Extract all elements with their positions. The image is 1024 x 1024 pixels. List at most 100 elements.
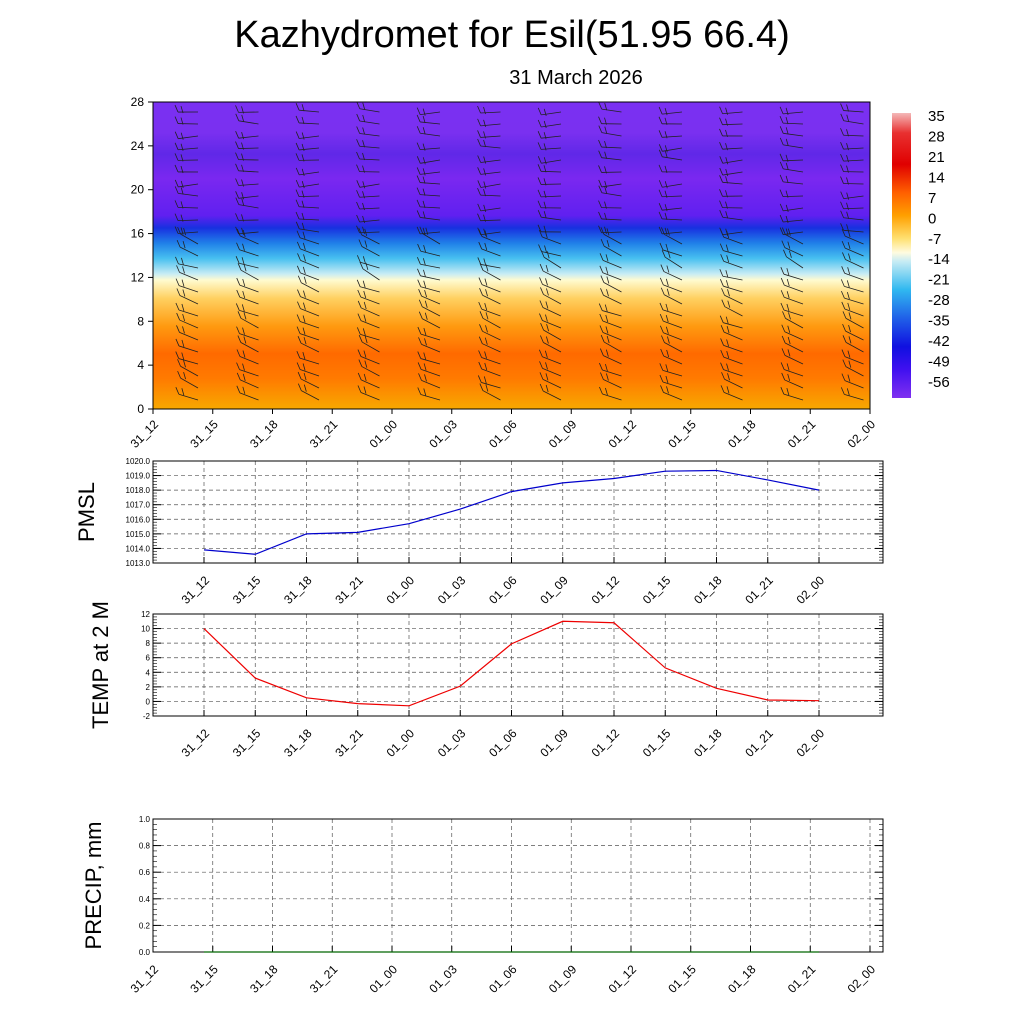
x-tick-label: 31_21: [332, 726, 366, 760]
x-tick-label: 01_00: [367, 417, 401, 451]
wind-barb: [176, 288, 199, 305]
x-tick-label: 31_18: [281, 726, 315, 760]
wind-barb: [598, 116, 622, 125]
y-tick-label: 8: [146, 639, 151, 648]
y-tick-label: 1014.0: [126, 544, 151, 553]
wind-barb: [176, 312, 199, 329]
wind-barb: [658, 106, 683, 116]
wind-barb: [175, 351, 199, 365]
wind-barb: [236, 242, 259, 257]
wind-barb: [598, 211, 622, 221]
wind-barb: [177, 370, 199, 389]
x-tick-label: 01_21: [785, 962, 819, 996]
wind-barb: [539, 277, 562, 293]
wind-barb: [358, 239, 380, 257]
wind-barb: [660, 348, 683, 365]
x-tick-label: 01_00: [367, 962, 401, 996]
wind-barb: [358, 227, 380, 245]
wind-barb: [356, 139, 380, 149]
wind-barb: [296, 230, 320, 245]
x-tick-label: 01_03: [426, 962, 460, 996]
wind-barb: [416, 210, 441, 221]
wind-barb: [235, 256, 259, 269]
wind-barb: [174, 153, 199, 162]
wind-barb: [658, 203, 683, 212]
wind-barb: [416, 175, 441, 185]
wind-barb: [477, 138, 501, 149]
pmsl-panel: 1013.0 1014.0 1015.0 1016.0 1017.0 1018.0 1019…: [74, 457, 884, 607]
colorbar: 35 28 21 14 7 0 -7 -14 -21 -28 -35 -42 -49 -56: [892, 108, 950, 398]
wind-barb: [840, 201, 864, 210]
wind-barb: [296, 351, 320, 365]
chart-subtitle: 31 March 2026: [509, 67, 643, 89]
wind-barb: [779, 227, 804, 236]
wind-barb: [719, 128, 743, 138]
wind-barb: [779, 214, 804, 224]
wind-barb: [598, 200, 622, 209]
wind-barb: [235, 131, 259, 140]
wind-barb: [781, 348, 804, 365]
colorbar-label: -28: [928, 292, 950, 309]
wind-barb: [658, 180, 683, 189]
wind-barb: [782, 311, 804, 329]
wind-barb: [237, 263, 259, 281]
wind-barb: [842, 335, 864, 353]
y-tick-label: 1015.0: [126, 530, 151, 539]
x-tick-label: 01_03: [435, 726, 469, 760]
wind-barb: [720, 349, 743, 365]
wind-barb: [417, 326, 441, 341]
wind-barb: [175, 278, 199, 293]
wind-barb: [295, 179, 320, 189]
wind-barb: [780, 302, 804, 317]
wind-barb: [658, 130, 683, 139]
wind-barb: [659, 325, 683, 341]
wind-barb: [174, 213, 199, 222]
x-tick-label: 31_18: [247, 417, 281, 451]
wind-barb: [297, 275, 320, 293]
wind-barb: [416, 187, 441, 197]
wind-barb: [478, 350, 501, 365]
wind-barb: [842, 359, 864, 377]
wind-barb: [356, 151, 380, 161]
wind-barb: [537, 107, 562, 117]
wind-barb: [297, 383, 320, 401]
x-tick-label: 31_12: [128, 962, 162, 996]
wind-barb: [235, 178, 259, 187]
x-tick-label: 31_21: [332, 573, 366, 607]
wind-barb: [658, 189, 683, 198]
wind-barb: [780, 267, 804, 281]
y-tick-label: 12: [141, 610, 150, 619]
wind-barb: [600, 372, 622, 389]
x-tick-label: 31_15: [187, 962, 221, 996]
wind-barb: [840, 142, 864, 151]
wind-barb: [478, 277, 501, 293]
wind-barb: [540, 250, 562, 269]
wind-barb: [600, 227, 622, 245]
wind-barb: [540, 322, 562, 341]
wind-barb: [537, 200, 562, 209]
wind-barb: [235, 105, 259, 114]
wind-barb: [295, 131, 320, 140]
wind-barb: [297, 371, 320, 389]
colorbar-label: 35: [928, 108, 945, 125]
y-tick-label: 0.6: [139, 868, 151, 877]
x-tick-label: 01_06: [486, 962, 520, 996]
wind-barb: [416, 114, 441, 125]
wind-barb: [599, 325, 622, 341]
wind-barb: [659, 363, 683, 377]
wind-barb: [540, 335, 562, 353]
x-tick-label: 01_15: [665, 962, 699, 996]
wind-barb: [235, 152, 259, 161]
wind-barb: [537, 210, 562, 221]
wind-barb: [840, 210, 864, 221]
wind-barb: [661, 250, 683, 269]
wind-barb: [658, 226, 683, 235]
x-tick-label: 01_12: [589, 726, 623, 760]
x-tick-label: 01_18: [691, 573, 725, 607]
wind-barb: [419, 226, 441, 245]
colorbar-label: 14: [928, 169, 945, 186]
wind-barb: [356, 101, 380, 113]
wind-barb: [359, 261, 380, 281]
wind-barb: [599, 362, 622, 377]
wind-barb: [841, 228, 864, 245]
